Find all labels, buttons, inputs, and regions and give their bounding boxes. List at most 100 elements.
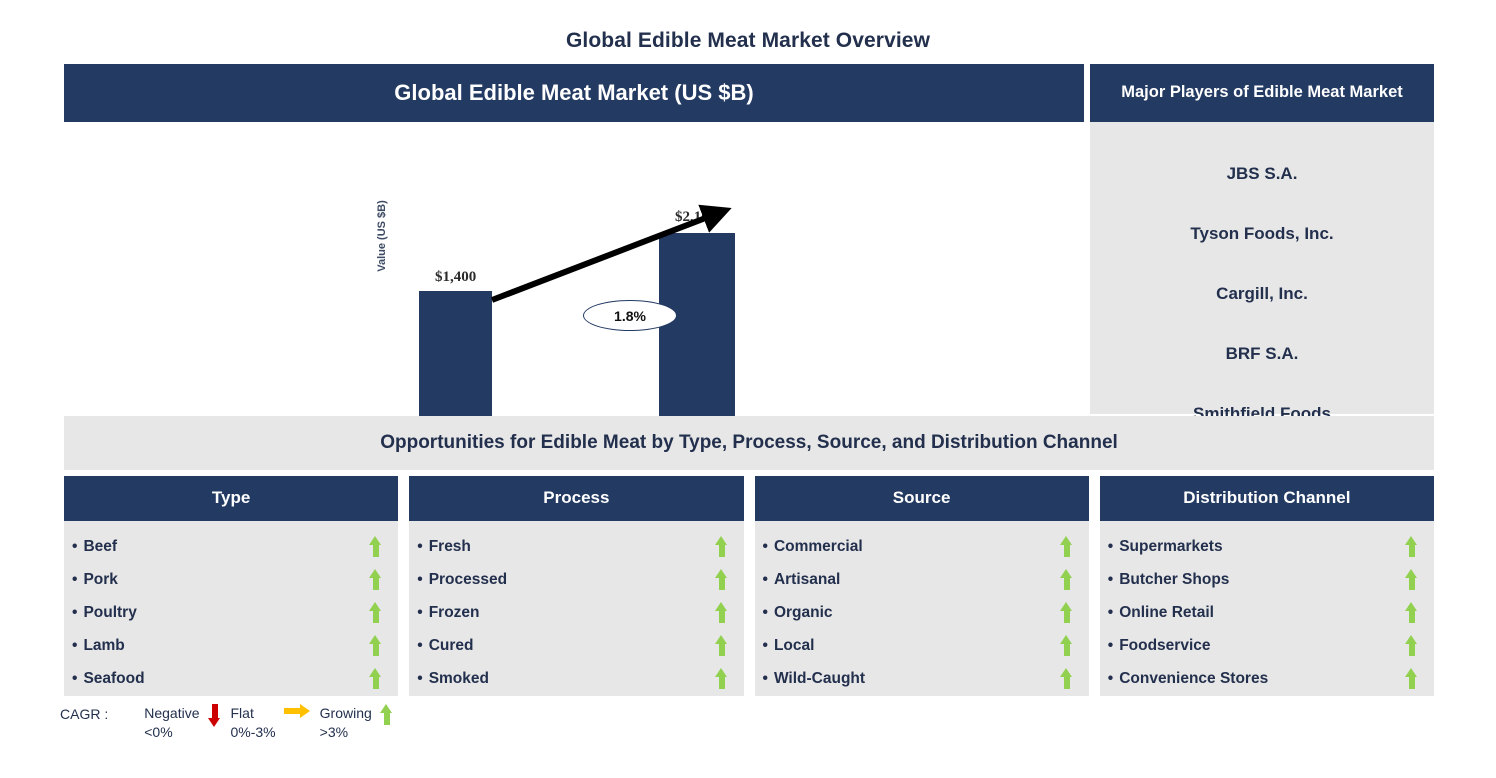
item-label: Seafood <box>72 670 144 688</box>
chart-card-header: Global Edible Meat Market (US $B) <box>64 64 1084 122</box>
legend-entry-flat: Flat 0%-3% <box>231 704 310 742</box>
item-label: Cured <box>417 637 474 655</box>
list-item: Processed <box>409 563 743 596</box>
arrow-up-icon <box>1405 602 1418 623</box>
item-label: Processed <box>417 571 507 589</box>
list-item: Frozen <box>409 596 743 629</box>
item-label: Organic <box>763 604 833 622</box>
arrow-up-icon <box>1059 536 1073 557</box>
column-header-distribution-channel: Distribution Channel <box>1099 476 1434 521</box>
legend-text-negative: Negative <0% <box>144 704 199 742</box>
arrow-up-icon <box>369 602 382 623</box>
bar-2035 <box>659 233 735 417</box>
item-label: Smoked <box>417 670 489 688</box>
item-label: Artisanal <box>763 571 840 589</box>
cagr-legend: CAGR : Negative <0% Flat 0%-3% Growing >… <box>60 704 403 742</box>
list-item: Cargill, Inc. <box>1216 284 1308 303</box>
list-item: Fresh <box>409 530 743 563</box>
arrow-up-icon <box>714 569 728 590</box>
item-label: Fresh <box>417 538 471 556</box>
arrow-up-icon <box>1405 668 1418 689</box>
legend-text-growing: Growing >3% <box>320 704 372 742</box>
list-item: Pork <box>64 563 398 596</box>
item-label: Pork <box>72 571 117 589</box>
item-label: Online Retail <box>1108 604 1214 622</box>
list-item: Supermarkets <box>1100 530 1434 563</box>
column-process: Process Fresh Processed Frozen Cured Smo… <box>409 476 744 696</box>
arrow-up-icon <box>369 536 382 557</box>
arrow-up-icon <box>714 536 728 557</box>
bar-value-2026: $1,400 <box>435 269 477 285</box>
list-item: Wild-Caught <box>755 662 1089 695</box>
column-type: Type Beef Pork Poultry Lamb Seafood <box>64 476 399 696</box>
column-source: Source Commercial Artisanal Organic Loca… <box>754 476 1089 696</box>
legend-name-growing: Growing <box>319 705 372 721</box>
list-item: Local <box>755 629 1089 662</box>
market-chart-card: Global Edible Meat Market (US $B) Value … <box>64 64 1084 463</box>
legend-range-flat: 0%-3% <box>230 723 276 740</box>
item-label: Lamb <box>72 637 124 655</box>
item-label: Butcher Shops <box>1108 571 1229 589</box>
item-label: Poultry <box>72 604 136 622</box>
item-label: Foodservice <box>1108 637 1210 655</box>
list-item: Online Retail <box>1100 596 1434 629</box>
arrow-up-icon <box>1405 569 1418 590</box>
arrow-up-icon <box>369 635 382 656</box>
arrow-up-icon <box>379 704 393 725</box>
column-header-process: Process <box>409 476 744 521</box>
list-item: Poultry <box>64 596 398 629</box>
bar-2026 <box>419 291 492 417</box>
list-item: Convenience Stores <box>1100 662 1434 695</box>
list-item: Butcher Shops <box>1100 563 1434 596</box>
cagr-callout-bubble: 1.8% <box>583 300 677 331</box>
item-label: Local <box>763 637 814 655</box>
arrow-up-icon <box>369 569 382 590</box>
column-body-type: Beef Pork Poultry Lamb Seafood <box>64 521 399 696</box>
opportunities-banner: Opportunities for Edible Meat by Type, P… <box>64 416 1434 470</box>
arrow-down-icon <box>207 704 221 727</box>
legend-name-negative: Negative <box>144 705 200 721</box>
list-item: Commercial <box>755 530 1089 563</box>
list-item: BRF S.A. <box>1225 344 1299 363</box>
arrow-up-icon <box>1405 536 1418 557</box>
list-item: Seafood <box>64 662 398 695</box>
arrow-up-icon <box>1059 668 1073 689</box>
list-item: Smoked <box>409 662 743 695</box>
item-label: Wild-Caught <box>763 670 865 688</box>
arrow-up-icon <box>714 635 728 656</box>
cagr-growth-arrow-icon <box>490 204 732 303</box>
list-item: Foodservice <box>1100 629 1434 662</box>
legend-range-negative: <0% <box>144 723 173 740</box>
players-card-header: Major Players of Edible Meat Market <box>1090 64 1434 122</box>
arrow-up-icon <box>1059 602 1073 623</box>
arrow-up-icon <box>714 668 728 689</box>
column-header-type: Type <box>64 476 399 521</box>
arrow-up-icon <box>1059 569 1073 590</box>
legend-entry-growing: Growing >3% <box>320 704 393 742</box>
arrow-up-icon <box>714 602 728 623</box>
arrow-up-icon <box>1405 635 1418 656</box>
legend-title: CAGR : <box>60 706 109 722</box>
column-body-distribution-channel: Supermarkets Butcher Shops Online Retail… <box>1099 521 1434 696</box>
column-body-source: Commercial Artisanal Organic Local Wild-… <box>754 521 1089 696</box>
list-item: Beef <box>64 530 398 563</box>
list-item: Lamb <box>64 629 398 662</box>
legend-entry-negative: Negative <0% <box>144 704 220 742</box>
column-header-source: Source <box>754 476 1089 521</box>
item-label: Beef <box>72 538 117 556</box>
item-label: Supermarkets <box>1108 538 1222 556</box>
y-axis-title: Value (US $B) <box>376 200 388 272</box>
list-item: Tyson Foods, Inc. <box>1190 224 1334 243</box>
column-body-process: Fresh Processed Frozen Cured Smoked <box>409 521 744 696</box>
arrow-up-icon <box>369 668 382 689</box>
item-label: Frozen <box>417 604 480 622</box>
legend-range-growing: >3% <box>319 723 349 740</box>
legend-name-flat: Flat <box>230 705 254 721</box>
item-label: Convenience Stores <box>1108 670 1268 688</box>
page-title: Global Edible Meat Market Overview <box>565 29 931 52</box>
column-distribution-channel: Distribution Channel Supermarkets Butche… <box>1099 476 1434 696</box>
list-item: Artisanal <box>755 563 1089 596</box>
item-label: Commercial <box>763 538 863 556</box>
opportunity-columns: Type Beef Pork Poultry Lamb Seafood <box>64 476 1434 696</box>
list-item: JBS S.A. <box>1226 164 1298 183</box>
